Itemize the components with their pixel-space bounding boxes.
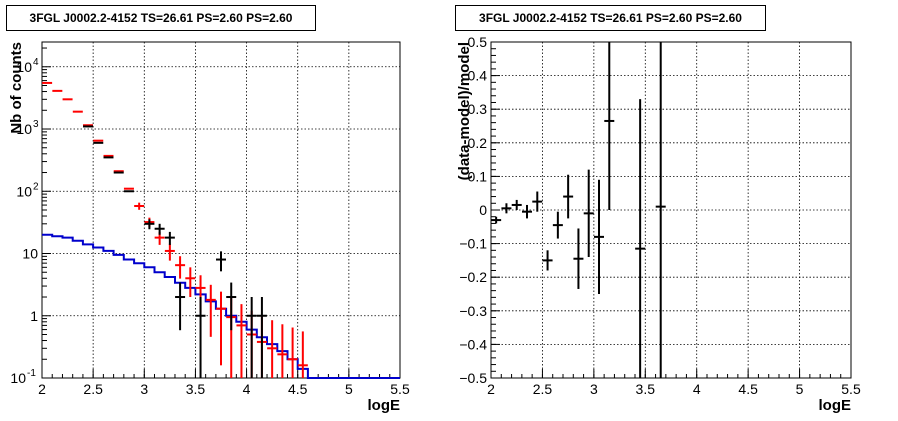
y-tick-label-right: 0.4 xyxy=(468,68,488,84)
x-tick-label-right: 2.5 xyxy=(533,381,553,397)
y-tick-label-left: 10 xyxy=(16,183,32,199)
y-tick-label-right: 0.3 xyxy=(468,101,488,117)
x-tick-label-right: 5.5 xyxy=(841,381,861,397)
chart-title-left: 3FGL J0002.2-4152 TS=26.61 PS=2.60 PS=2.… xyxy=(6,5,316,31)
x-tick-label-right: 2 xyxy=(487,381,495,397)
y-tick-exponent-left: 4 xyxy=(33,57,39,68)
y-tick-exponent-left: 3 xyxy=(33,119,39,130)
y-tick-label-right: −0.1 xyxy=(459,236,487,252)
x-axis-label-left: logE xyxy=(368,397,401,414)
x-tick-label-left: 3 xyxy=(140,381,148,397)
x-tick-label-right: 5 xyxy=(796,381,804,397)
y-tick-label-right: 0.2 xyxy=(468,135,488,151)
y-axis-label-left: Nb of counts xyxy=(8,42,25,134)
y-tick-exponent-left: -1 xyxy=(27,368,36,379)
y-tick-label-right: 0.1 xyxy=(468,168,488,184)
y-tick-label-left: 10 xyxy=(10,370,26,386)
x-tick-label-right: 3 xyxy=(590,381,598,397)
x-tick-label-left: 4 xyxy=(243,381,251,397)
x-tick-label-left: 5.5 xyxy=(390,381,410,397)
x-tick-label-left: 3.5 xyxy=(186,381,206,397)
x-tick-label-left: 4.5 xyxy=(288,381,308,397)
y-tick-exponent-left: 2 xyxy=(33,181,39,192)
y-tick-label-right: −0.4 xyxy=(459,336,487,352)
y-tick-label-left: 10 xyxy=(16,121,32,137)
y-tick-label-right: −0.2 xyxy=(459,269,487,285)
x-tick-label-right: 3.5 xyxy=(636,381,656,397)
x-tick-label-left: 2.5 xyxy=(83,381,103,397)
x-axis-label-right: logE xyxy=(819,397,852,414)
x-tick-label-left: 2 xyxy=(38,381,46,397)
y-tick-label-left: 1 xyxy=(30,308,38,324)
y-tick-label-right: −0.3 xyxy=(459,303,487,319)
y-tick-label-right: −0.5 xyxy=(459,370,487,386)
y-tick-label-left: 10 xyxy=(16,59,32,75)
x-tick-label-right: 4.5 xyxy=(738,381,758,397)
y-tick-label-right: 0 xyxy=(479,202,487,218)
y-axis-label-right: (data-model)/model xyxy=(456,42,473,180)
x-tick-label-right: 4 xyxy=(693,381,701,397)
x-tick-label-left: 5 xyxy=(345,381,353,397)
y-tick-label-right: 0.5 xyxy=(468,34,488,50)
chart-title-right: 3FGL J0002.2-4152 TS=26.61 PS=2.60 PS=2.… xyxy=(455,5,766,31)
y-tick-label-left: 10 xyxy=(22,246,38,262)
